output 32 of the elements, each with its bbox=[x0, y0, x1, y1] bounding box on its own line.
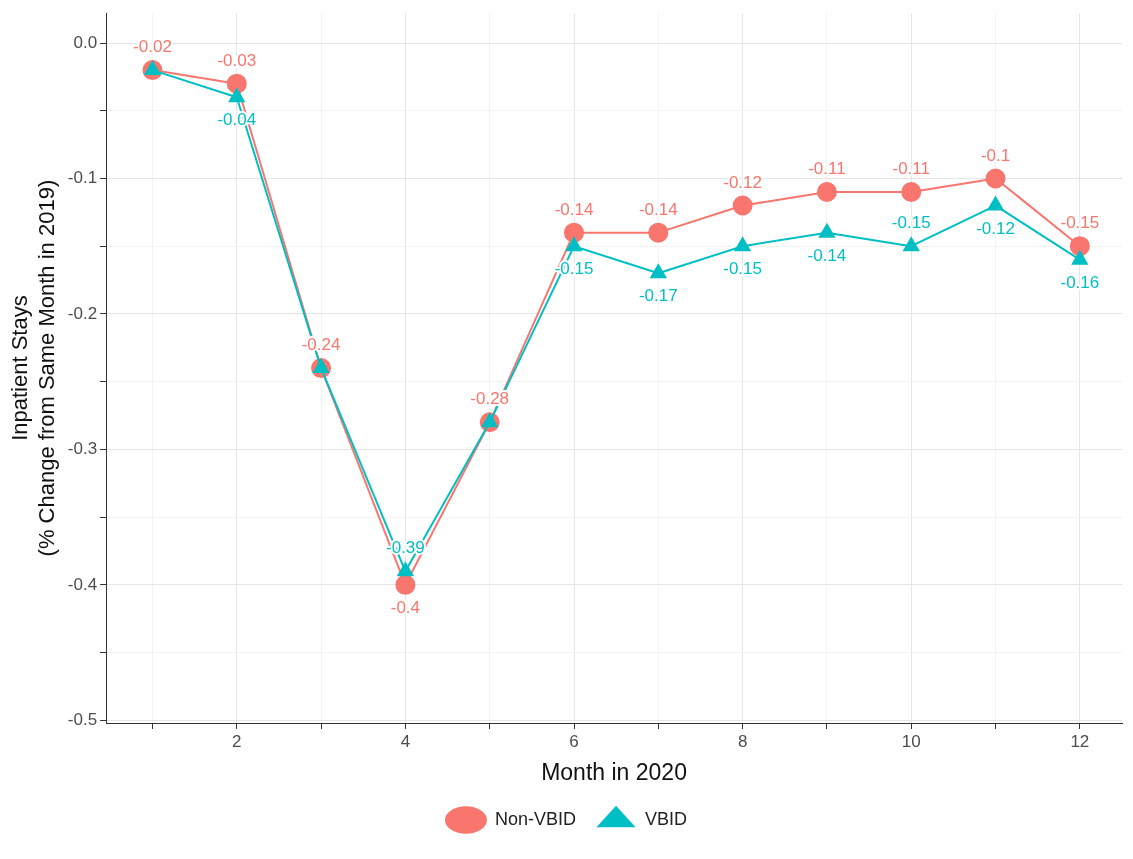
x-tick-label: 6 bbox=[569, 731, 579, 751]
x-tick-label: 10 bbox=[901, 731, 921, 751]
y-tick-label: -0.3 bbox=[67, 439, 98, 459]
data-label: -0.15 bbox=[1060, 213, 1100, 233]
legend-label: Non-VBID bbox=[494, 808, 577, 829]
y-tick-label: -0.2 bbox=[67, 303, 98, 323]
x-tick-label: 12 bbox=[1070, 731, 1090, 751]
legend-label: VBID bbox=[645, 808, 688, 829]
y-axis-title: Inpatient Stays (% Change from Same Month in 2019) bbox=[7, 179, 59, 557]
data-label: -0.15 bbox=[891, 213, 931, 233]
data-label: -0.11 bbox=[808, 159, 846, 179]
x-tick-label: 2 bbox=[232, 731, 242, 751]
y-tick-label: -0.4 bbox=[67, 574, 98, 594]
data-label: -0.16 bbox=[1060, 272, 1100, 292]
data-label: -0.14 bbox=[554, 199, 594, 219]
x-tick-label: 8 bbox=[737, 731, 748, 751]
y-tick-label: -0.5 bbox=[67, 709, 98, 729]
data-label: -0.4 bbox=[390, 598, 421, 618]
data-label: -0.17 bbox=[638, 286, 678, 306]
data-label: -0.12 bbox=[723, 172, 762, 192]
data-label: -0.14 bbox=[807, 245, 847, 265]
data-label: -0.02 bbox=[133, 37, 172, 57]
x-axis-title: Month in 2020 bbox=[541, 758, 687, 785]
data-label: -0.15 bbox=[723, 259, 762, 279]
data-label: -0.14 bbox=[638, 199, 678, 219]
data-label: -0.12 bbox=[976, 218, 1015, 238]
data-label: -0.03 bbox=[217, 50, 257, 70]
y-tick-label: -0.1 bbox=[67, 168, 98, 188]
data-label: -0.1 bbox=[980, 145, 1011, 165]
y-tick-label: 0.0 bbox=[73, 32, 98, 52]
x-tick-label: 4 bbox=[400, 731, 411, 751]
data-label: -0.11 bbox=[892, 159, 930, 179]
